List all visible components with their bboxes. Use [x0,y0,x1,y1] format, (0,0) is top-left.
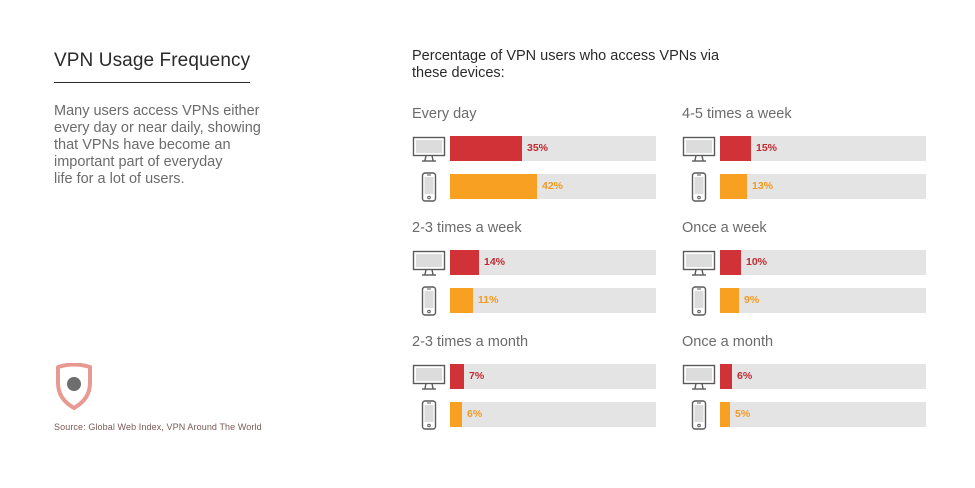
group-label: 2-3 times a month [412,334,529,350]
mobile-bar [450,402,462,427]
group-label: 4-5 times a week [682,106,792,122]
smartphone-icon [412,172,446,202]
shield-icon [56,363,92,410]
description-line: that VPNs have become an [54,137,231,153]
smartphone-icon [412,286,446,316]
mobile-bar [720,174,747,199]
group-label: 2-3 times a week [412,220,522,236]
desktop-bar [450,364,464,389]
monitor-icon [412,362,446,392]
smartphone-icon [682,172,716,202]
description-line: important part of everyday [54,154,223,170]
mobile-value-label: 9% [744,294,760,306]
smartphone-icon [682,286,716,316]
smartphone-icon [682,400,716,430]
frequency-group: 2-3 times a week 14% 11% [412,220,657,320]
desktop-bar [720,136,751,161]
desktop-bar [720,250,741,275]
chart-title-line: Percentage of VPN users who access VPNs … [412,48,720,64]
mobile-bar [720,402,730,427]
group-label: Every day [412,106,477,122]
frequency-group: Once a month 6% 5% [682,334,927,434]
mobile-value-label: 13% [752,180,774,192]
description-line: life for a lot of users. [54,171,185,187]
mobile-row: 11% [412,286,657,316]
frequency-group: 2-3 times a month 7% 6% [412,334,657,434]
desktop-value-label: 15% [756,142,778,154]
desktop-row: 6% [682,362,927,392]
desktop-row: 14% [412,248,657,278]
bar-track: 6% [450,402,656,427]
mobile-bar [450,174,537,199]
bar-track: 35% [450,136,656,161]
desktop-row: 15% [682,134,927,164]
mobile-row: 6% [412,400,657,430]
mobile-row: 13% [682,172,927,202]
mobile-value-label: 5% [735,408,751,420]
desktop-value-label: 14% [484,256,506,268]
bar-track: 42% [450,174,656,199]
group-label: Once a week [682,220,767,236]
monitor-icon [412,248,446,278]
mobile-value-label: 6% [467,408,483,420]
frequency-group: 4-5 times a week 15% 13% [682,106,927,206]
monitor-icon [682,134,716,164]
chart-title-line: these devices: [412,65,505,81]
bar-track: 11% [450,288,656,313]
desktop-row: 35% [412,134,657,164]
desktop-bar [450,250,479,275]
smartphone-icon [412,400,446,430]
mobile-row: 9% [682,286,927,316]
monitor-icon [412,134,446,164]
bar-track: 14% [450,250,656,275]
description: Many users access VPNs either every day … [54,103,304,188]
desktop-value-label: 7% [469,370,485,382]
mobile-row: 5% [682,400,927,430]
desktop-value-label: 35% [527,142,549,154]
desktop-row: 10% [682,248,927,278]
chart-title: Percentage of VPN users who access VPNs … [412,48,772,82]
desktop-bar [450,136,522,161]
group-label: Once a month [682,334,774,350]
bar-track: 6% [720,364,926,389]
desktop-value-label: 10% [746,256,768,268]
monitor-icon [682,362,716,392]
title-underline [54,82,250,83]
infographic-title: VPN Usage Frequency [54,50,251,71]
bar-track: 5% [720,402,926,427]
frequency-group: Every day 35% 42% [412,106,657,206]
bar-track: 7% [450,364,656,389]
mobile-bar [450,288,473,313]
mobile-bar [720,288,739,313]
mobile-row: 42% [412,172,657,202]
mobile-value-label: 42% [542,180,564,192]
monitor-icon [682,248,716,278]
desktop-bar [720,364,732,389]
desktop-row: 7% [412,362,657,392]
bar-track: 10% [720,250,926,275]
bar-track: 15% [720,136,926,161]
description-line: Many users access VPNs either [54,103,260,119]
mobile-value-label: 11% [478,294,499,306]
source-note: Source: Global Web Index, VPN Around The… [54,422,262,432]
description-line: every day or near daily, showing [54,120,261,136]
desktop-value-label: 6% [737,370,753,382]
bar-track: 9% [720,288,926,313]
frequency-group: Once a week 10% 9% [682,220,927,320]
bar-track: 13% [720,174,926,199]
